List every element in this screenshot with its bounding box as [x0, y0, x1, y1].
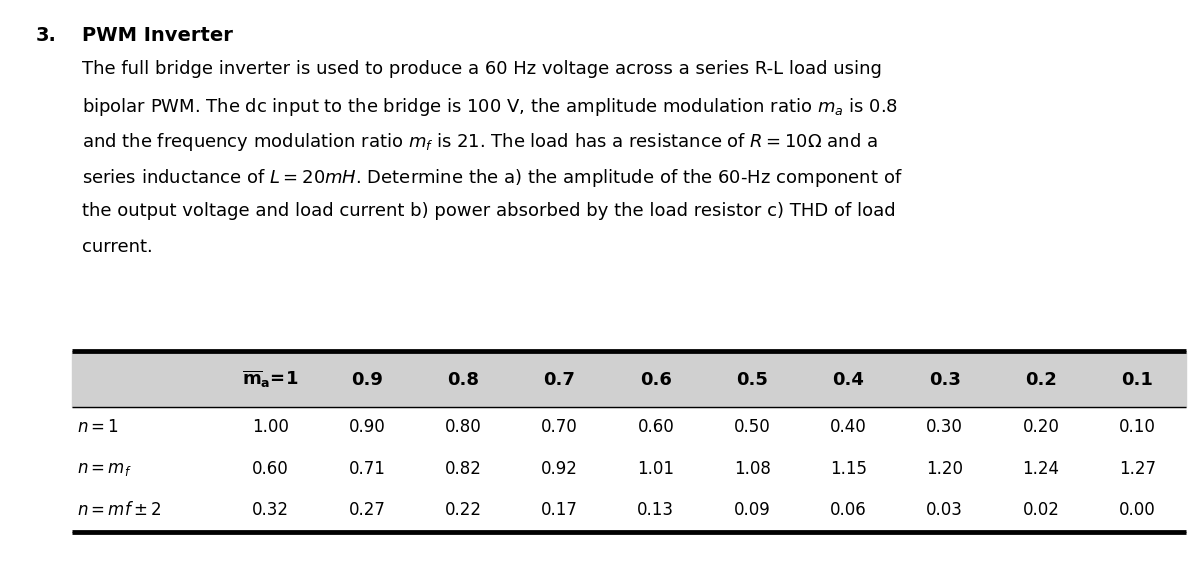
Text: 0.13: 0.13 — [637, 501, 674, 519]
Text: The full bridge inverter is used to produce a 60 Hz voltage across a series R-L : The full bridge inverter is used to prod… — [82, 60, 882, 78]
Text: 0.8: 0.8 — [448, 371, 479, 388]
Text: 1.15: 1.15 — [830, 460, 866, 478]
Text: 0.32: 0.32 — [252, 501, 289, 519]
Text: 0.71: 0.71 — [348, 460, 385, 478]
Text: 0.30: 0.30 — [926, 418, 964, 437]
Text: 0.9: 0.9 — [350, 371, 383, 388]
Text: $n=mf\pm2$: $n=mf\pm2$ — [77, 501, 161, 519]
Text: 0.80: 0.80 — [445, 418, 481, 437]
Text: 0.00: 0.00 — [1120, 501, 1156, 519]
Text: 0.17: 0.17 — [541, 501, 578, 519]
Text: 0.09: 0.09 — [733, 501, 770, 519]
Text: 0.2: 0.2 — [1025, 371, 1057, 388]
Text: 1.27: 1.27 — [1118, 460, 1156, 478]
Text: 0.02: 0.02 — [1022, 501, 1060, 519]
Text: 3.: 3. — [36, 26, 56, 45]
Text: 1.08: 1.08 — [733, 460, 770, 478]
Text: the output voltage and load current b) power absorbed by the load resistor c) TH: the output voltage and load current b) p… — [82, 202, 895, 220]
Text: $n=m_f$: $n=m_f$ — [77, 460, 132, 478]
Text: PWM Inverter: PWM Inverter — [82, 26, 233, 45]
Text: 0.90: 0.90 — [348, 418, 385, 437]
Text: 0.82: 0.82 — [445, 460, 481, 478]
Text: 1.00: 1.00 — [252, 418, 289, 437]
Text: 0.22: 0.22 — [445, 501, 481, 519]
Text: 1.24: 1.24 — [1022, 460, 1060, 478]
Text: 0.60: 0.60 — [637, 418, 674, 437]
Text: 0.03: 0.03 — [926, 501, 964, 519]
Text: 0.4: 0.4 — [833, 371, 864, 388]
Text: 1.20: 1.20 — [926, 460, 964, 478]
Text: 1.01: 1.01 — [637, 460, 674, 478]
Text: 0.27: 0.27 — [348, 501, 385, 519]
Text: bipolar PWM. The dc input to the bridge is 100 V, the amplitude modulation ratio: bipolar PWM. The dc input to the bridge … — [82, 96, 898, 117]
Text: 0.70: 0.70 — [541, 418, 578, 437]
Text: 0.40: 0.40 — [830, 418, 866, 437]
Text: $n=1$: $n=1$ — [77, 418, 119, 437]
Text: series inductance of $L = 20mH$. Determine the a) the amplitude of the 60-Hz com: series inductance of $L = 20mH$. Determi… — [82, 167, 902, 189]
Text: 0.92: 0.92 — [541, 460, 578, 478]
Text: 0.5: 0.5 — [736, 371, 768, 388]
Text: 0.1: 0.1 — [1122, 371, 1153, 388]
Text: current.: current. — [82, 238, 152, 256]
Text: 0.50: 0.50 — [733, 418, 770, 437]
Text: 0.10: 0.10 — [1118, 418, 1156, 437]
Text: 0.06: 0.06 — [830, 501, 866, 519]
Text: and the frequency modulation ratio $m_f$ is 21. The load has a resistance of $R : and the frequency modulation ratio $m_f$… — [82, 131, 877, 153]
Text: $\mathbf{\overline{m}_a}$=1: $\mathbf{\overline{m}_a}$=1 — [242, 369, 299, 390]
Text: 0.7: 0.7 — [544, 371, 576, 388]
Text: 0.6: 0.6 — [640, 371, 672, 388]
Text: 0.60: 0.60 — [252, 460, 289, 478]
Text: 0.3: 0.3 — [929, 371, 961, 388]
Text: 0.20: 0.20 — [1022, 418, 1060, 437]
